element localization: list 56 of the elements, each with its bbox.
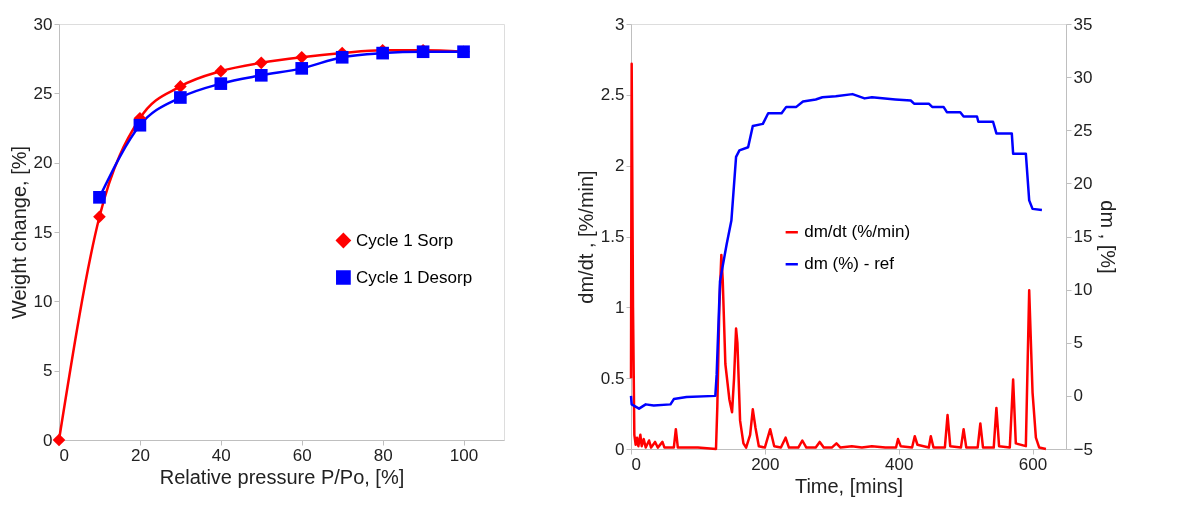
x-tick-label: 20 [130, 445, 150, 465]
point [295, 62, 309, 75]
x-tick-label: 100 [449, 445, 479, 465]
line-series [629, 92, 1044, 410]
y-tick-label: 5 [43, 361, 53, 381]
point [174, 91, 187, 104]
y-tick-label: 3 [615, 14, 625, 34]
x-tick-label: 80 [373, 445, 393, 465]
y2-tick-label: 30 [1073, 67, 1093, 87]
legend-label: dm/dt (%/min) [804, 222, 911, 242]
y2-tick-label: 20 [1073, 173, 1093, 193]
y2-tick-label: 25 [1073, 120, 1093, 140]
x-axis-title: Time, [mins] [794, 474, 904, 497]
y-tick-label: 2 [615, 156, 625, 176]
y-tick-label: 2.5 [600, 85, 625, 105]
x-tick-label: 200 [751, 454, 780, 474]
x-tick-label: 60 [292, 445, 312, 465]
point [214, 64, 228, 78]
x-axis-title: Relative pressure P/Po, [%] [159, 465, 405, 488]
point [93, 210, 106, 224]
legend-label: Cycle 1 Sorp [355, 230, 454, 250]
legend-label: dm (%) - ref [804, 254, 895, 274]
y-axis-title: dm/dt , [%/min] [574, 170, 597, 304]
y-tick-label: 30 [33, 14, 53, 34]
y-tick-label: 20 [33, 153, 53, 173]
y-axis-title: Weight change, [%] [7, 145, 30, 320]
y2-tick-label: 0 [1073, 386, 1083, 406]
y-tick-label: 0 [43, 430, 53, 450]
point [214, 77, 228, 90]
point [295, 50, 309, 64]
point [254, 56, 268, 70]
point [335, 50, 349, 64]
y-tick-label: 25 [33, 83, 53, 103]
x-tick-label: 40 [211, 445, 231, 465]
point [133, 118, 147, 132]
y2-tick-label: 5 [1073, 333, 1083, 353]
y2-tick-label: 35 [1073, 14, 1093, 34]
y-tick-label: 1 [615, 297, 625, 317]
point [93, 191, 106, 204]
point [254, 68, 268, 82]
y-tick-label: 10 [33, 291, 53, 311]
y-tick-label: 1.5 [600, 227, 625, 246]
line-series [629, 62, 1048, 451]
point [174, 80, 187, 93]
y-tick-label: 0.5 [600, 368, 625, 388]
y2-axis-title: dm , [%] [1096, 200, 1119, 274]
y2-tick-label: −5 [1073, 439, 1093, 459]
y2-tick-label: 15 [1073, 227, 1093, 246]
legend-label: Cycle 1 Desorp [355, 267, 473, 287]
y-tick-label: 15 [33, 222, 53, 242]
x-tick-label: 0 [631, 454, 641, 474]
point [52, 433, 66, 447]
x-tick-label: 0 [59, 445, 69, 465]
y2-tick-label: 10 [1073, 280, 1093, 300]
x-tick-label: 400 [885, 454, 914, 474]
x-tick-label: 600 [1018, 454, 1048, 474]
